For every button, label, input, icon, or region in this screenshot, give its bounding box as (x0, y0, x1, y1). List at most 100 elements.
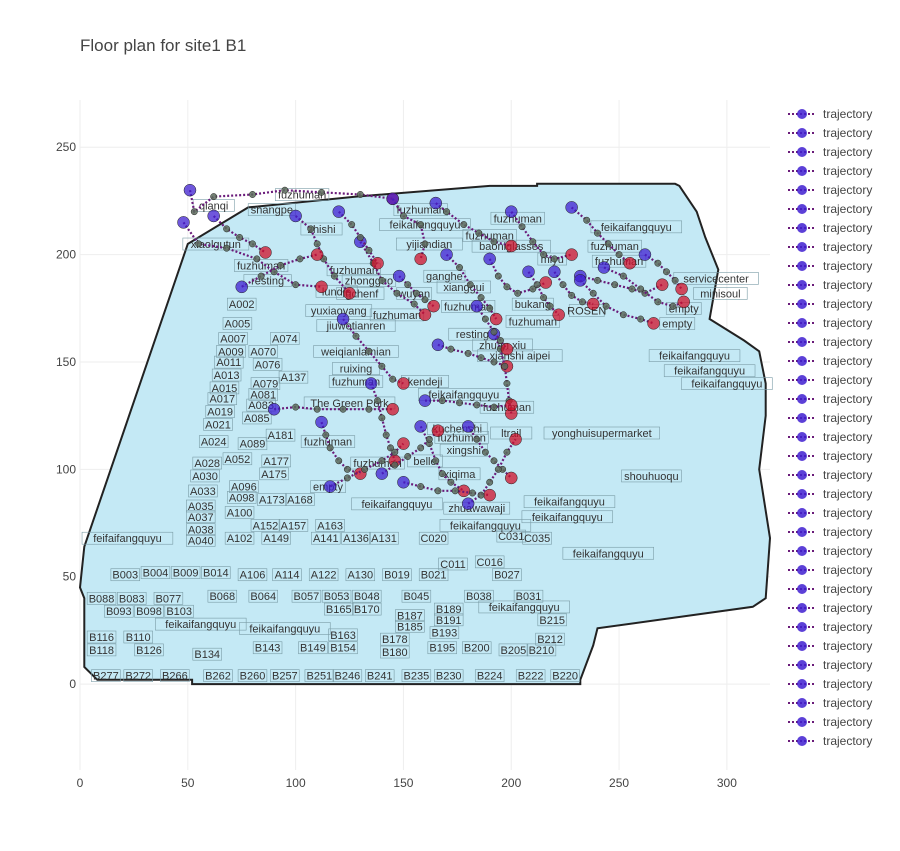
waypoint-point (663, 268, 670, 276)
legend-item[interactable]: trajectory (788, 734, 872, 748)
legend-marker (797, 185, 807, 195)
legend-marker (797, 565, 807, 575)
store-box (248, 388, 278, 401)
trajectory-trace (177, 216, 328, 294)
legend-item[interactable]: trajectory (788, 164, 872, 178)
legend-item[interactable]: trajectory (788, 430, 872, 444)
store-label: A083 (248, 400, 274, 412)
legend-item[interactable]: trajectory (788, 696, 872, 710)
legend-item[interactable]: trajectory (788, 449, 872, 463)
legend-label: trajectory (823, 373, 872, 387)
legend-item[interactable]: trajectory (788, 487, 872, 501)
legend-item[interactable]: trajectory (788, 107, 872, 121)
start-point (461, 420, 475, 433)
legend-item[interactable]: trajectory (788, 316, 872, 330)
start-point (638, 248, 652, 261)
waypoint-point (417, 444, 425, 452)
legend-marker (797, 356, 807, 366)
store-box (693, 287, 748, 300)
store-label: A100 (227, 507, 253, 519)
store-label: B103 (166, 606, 192, 618)
legend-item[interactable]: trajectory (788, 525, 872, 539)
legend-item[interactable]: trajectory (788, 373, 872, 387)
waypoint-point (438, 397, 446, 405)
store-label: feikaifangquyu (361, 499, 432, 511)
store-label: A038 (188, 525, 214, 537)
legend-item[interactable]: trajectory (788, 506, 872, 520)
waypoint-point (318, 188, 325, 196)
legend-item[interactable]: trajectory (788, 411, 872, 425)
legend-label: trajectory (823, 354, 872, 368)
store-box (526, 643, 557, 657)
store-label: feikaifangquyu (534, 497, 605, 509)
store-label: yijiandian (406, 239, 452, 251)
legend-item[interactable]: trajectory (788, 392, 872, 406)
waypoint-point (249, 240, 256, 248)
legend-item[interactable]: trajectory (788, 240, 872, 254)
store-box (242, 411, 272, 425)
start-point (392, 269, 406, 283)
legend-item[interactable]: trajectory (788, 126, 872, 140)
start-point (429, 196, 443, 210)
legend-item[interactable]: trajectory (788, 354, 872, 368)
store-box (308, 568, 339, 582)
trajectory-trace (429, 196, 518, 253)
store-box (328, 375, 384, 388)
store-label: A098 (229, 492, 255, 504)
trajectory-line (188, 189, 393, 214)
start-point (323, 480, 337, 493)
store-label: A163 (317, 520, 343, 532)
legend-label: trajectory (823, 145, 872, 159)
store-label: B212 (537, 634, 563, 646)
legend-item[interactable]: trajectory (788, 658, 872, 672)
store-label: zhuawawaji (448, 503, 505, 515)
legend-item[interactable]: trajectory (788, 202, 872, 216)
legend-marker (797, 527, 807, 537)
legend-item[interactable]: trajectory (788, 468, 872, 482)
store-box (496, 529, 526, 543)
legend-item[interactable]: trajectory (788, 563, 872, 577)
legend-item[interactable]: trajectory (788, 145, 872, 159)
legend-item[interactable]: trajectory (788, 297, 872, 311)
legend-item[interactable]: trajectory (788, 582, 872, 596)
store-label: C020 (420, 533, 446, 545)
store-label: A009 (218, 346, 244, 358)
legend-item[interactable]: trajectory (788, 601, 872, 615)
legend-item[interactable]: trajectory (788, 639, 872, 653)
legend-item[interactable]: trajectory (788, 544, 872, 558)
waypoint-point (669, 302, 677, 310)
legend-label: trajectory (823, 601, 872, 615)
trajectory-trace (574, 274, 660, 330)
store-label: feikaifangquyu (249, 623, 320, 635)
store-label: feikaifangquyu (691, 379, 762, 391)
store-box (515, 669, 546, 682)
legend-item[interactable]: trajectory (788, 620, 872, 634)
legend-item[interactable]: trajectory (788, 335, 872, 349)
legend-item[interactable]: trajectory (788, 715, 872, 729)
legend-item[interactable]: trajectory (788, 278, 872, 292)
store-label: B230 (436, 671, 462, 683)
legend-item[interactable]: trajectory (788, 259, 872, 273)
legend[interactable]: trajectory trajectory trajectory trajectory… (788, 107, 872, 748)
waypoint-point (611, 281, 619, 289)
store-label: A007 (220, 334, 246, 346)
waypoint-point (249, 191, 256, 198)
store-box (110, 568, 140, 582)
trajectory-trace (638, 248, 688, 296)
legend-label: trajectory (823, 449, 872, 463)
waypoint-point (637, 285, 645, 293)
waypoint-point (490, 403, 498, 411)
legend-item[interactable]: trajectory (788, 183, 872, 197)
store-label: B185 (397, 621, 423, 633)
legend-label: trajectory (823, 297, 872, 311)
waypoint-point (615, 251, 623, 259)
store-box (272, 568, 302, 582)
legend-item[interactable]: trajectory (788, 221, 872, 235)
legend-item[interactable]: trajectory (788, 677, 872, 691)
store-label: A141 (313, 533, 339, 545)
store-box (300, 222, 343, 236)
waypoint-point (257, 272, 265, 280)
start-point (336, 312, 350, 326)
store-box (523, 495, 616, 509)
